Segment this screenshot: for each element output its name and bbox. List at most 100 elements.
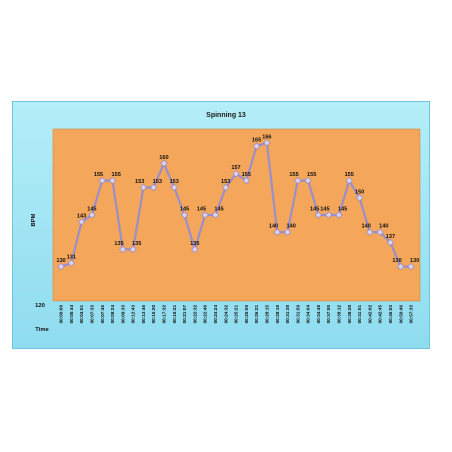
data-label: 130	[56, 258, 65, 264]
x-tick-label: 00:25:21	[234, 305, 239, 324]
x-tick-label: 00:18:21	[172, 305, 177, 324]
data-point	[98, 176, 106, 185]
data-label: 145	[320, 207, 329, 213]
x-tick-label: 00:37:00	[326, 305, 331, 324]
data-label: 150	[355, 189, 364, 195]
data-point	[108, 176, 117, 185]
data-label: 153	[170, 179, 179, 185]
data-label: 155	[345, 172, 354, 178]
data-point	[252, 142, 261, 150]
data-label: 155	[289, 172, 298, 178]
data-point	[222, 183, 230, 192]
data-point	[77, 218, 86, 226]
x-tick-label: 00:57:33	[409, 305, 414, 324]
data-point	[325, 211, 333, 219]
data-label: 145	[214, 207, 223, 213]
data-point	[67, 259, 75, 267]
data-label: 155	[94, 172, 103, 178]
data-point	[242, 176, 250, 185]
data-label: 135	[132, 241, 141, 247]
x-tick-label: 00:38:12	[337, 305, 342, 324]
data-label: 155	[242, 172, 251, 178]
data-label: 137	[386, 234, 395, 240]
data-label: 145	[180, 207, 189, 213]
data-point	[397, 262, 405, 271]
data-label: 145	[310, 207, 319, 213]
data-label: 130	[410, 258, 419, 264]
data-label: 155	[307, 172, 316, 178]
x-tick-label: 00:22:46	[203, 305, 208, 324]
data-point	[232, 170, 240, 178]
data-point	[273, 228, 281, 236]
x-tick-label: 00:12:43	[131, 305, 136, 324]
x-tick-label: 00:42:02	[367, 305, 372, 324]
data-point	[201, 211, 209, 219]
data-label: 130	[392, 258, 401, 264]
data-label: 140	[379, 224, 388, 230]
x-tick-label: 00:24:32	[223, 305, 228, 324]
x-axis-label: Time	[35, 327, 49, 333]
data-point	[263, 139, 271, 147]
x-tick-label: 00:21:07	[182, 305, 187, 324]
plot-area	[52, 128, 421, 302]
x-tick-label: 00:31:38	[285, 305, 290, 324]
data-point	[355, 194, 364, 202]
x-tick-label: 00:22:32	[192, 305, 197, 324]
data-point	[335, 211, 343, 219]
x-tick-label: 00:34:48	[316, 305, 321, 324]
x-tick-label: 00:04:51	[79, 305, 84, 324]
data-point	[150, 183, 158, 192]
data-label: 135	[114, 241, 123, 247]
y-tick-label: 120	[35, 303, 45, 309]
data-point	[304, 176, 312, 185]
data-point	[407, 262, 415, 271]
data-point	[160, 159, 168, 168]
chart-title: Spinning 13	[206, 112, 246, 119]
x-tick-label: 00:31:59	[295, 305, 300, 324]
data-point	[57, 262, 65, 271]
data-point	[376, 228, 384, 236]
data-point	[345, 176, 353, 185]
x-tick-label: 00:41:51	[357, 305, 362, 324]
data-point	[119, 245, 127, 254]
data-label: 140	[361, 224, 370, 230]
x-tick-label: 00:26:21	[254, 305, 259, 324]
data-label: 155	[111, 172, 120, 178]
x-tick-label: 00:00:00	[59, 305, 64, 324]
data-point	[129, 245, 137, 254]
data-label: 140	[286, 224, 295, 230]
data-label: 160	[159, 155, 168, 161]
data-point	[180, 211, 189, 219]
x-tick-label: 00:38:28	[347, 305, 352, 324]
x-tick-label: 00:07:33	[89, 305, 94, 324]
data-label: 135	[190, 241, 199, 247]
data-point	[294, 176, 302, 185]
x-tick-label: 00:45:03	[388, 305, 393, 324]
data-point	[191, 245, 199, 254]
x-tick-label: 00:15:20	[151, 305, 156, 324]
x-tick-label: 00:13:46	[141, 305, 146, 324]
x-tick-label: 00:50:46	[398, 305, 403, 324]
data-point	[314, 211, 322, 219]
x-tick-label: 00:42:45	[378, 305, 383, 324]
data-label: 145	[197, 207, 206, 213]
data-label: 145	[87, 207, 96, 213]
data-label: 145	[338, 207, 347, 213]
x-tick-label: 00:00:44	[69, 305, 74, 324]
data-point	[139, 183, 147, 192]
x-tick-label: 00:09:33	[120, 305, 125, 324]
x-tick-label: 00:28:15	[264, 305, 269, 324]
data-label: 165	[252, 138, 261, 144]
data-point	[283, 228, 292, 236]
data-point	[170, 183, 178, 192]
data-label: 157	[231, 165, 240, 171]
y-axis-label: BPM	[31, 213, 37, 226]
data-point	[211, 211, 220, 219]
data-label: 153	[221, 179, 230, 185]
x-tick-label: 00:08:24	[110, 305, 115, 324]
data-label: 131	[67, 255, 76, 261]
data-point	[88, 211, 96, 219]
data-label: 140	[269, 224, 278, 230]
